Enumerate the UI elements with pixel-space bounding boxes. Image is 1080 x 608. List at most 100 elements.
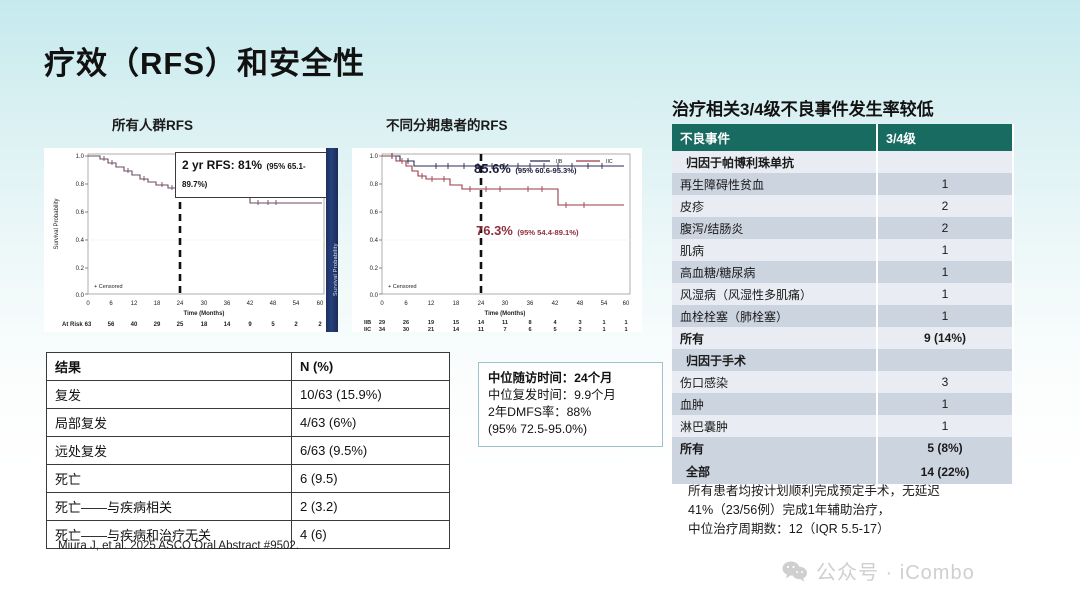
svg-text:24: 24 [478,301,485,307]
svg-text:1: 1 [624,327,627,332]
ae-row: 腹泻/结肠炎 2 [672,217,1014,239]
ae-value: 14 (22%) [877,459,1014,484]
svg-text:0.6: 0.6 [370,210,379,216]
svg-text:14: 14 [224,322,231,328]
svg-text:60: 60 [623,301,630,307]
table-header-row: 结果 N (%) [46,352,450,381]
callout-label-median-followup: 中位随访时间： [488,371,575,385]
ae-grand-total-row: 全部 14 (22%) [672,459,1014,484]
svg-text:30: 30 [201,301,208,307]
svg-text:12: 12 [131,301,138,307]
km-iib-value: 85.6% [474,161,511,176]
svg-text:30: 30 [502,301,509,307]
ae-label: 血肿 [672,393,878,415]
svg-text:5: 5 [553,327,556,332]
ae-value: 3 [877,371,1014,393]
svg-text:0.2: 0.2 [370,266,379,272]
svg-text:54: 54 [293,301,300,307]
ae-label: 全部 [672,459,878,484]
svg-text:2: 2 [294,322,298,328]
wechat-icon [782,561,807,581]
svg-text:1: 1 [624,320,627,326]
svg-text:5: 5 [271,322,275,328]
svg-text:26: 26 [403,320,409,326]
ae-value: 2 [877,217,1014,239]
ae-row: 淋巴囊肿 1 [672,415,1014,437]
svg-text:0.8: 0.8 [76,182,85,188]
brand-text: 公众号 · iCombo [816,562,975,584]
results-label: 局部复发 [46,408,292,437]
svg-text:24: 24 [177,301,184,307]
ae-value: 1 [877,173,1014,195]
table-row: 远处复发 6/63 (9.5%) [46,436,450,465]
ae-label: 高血糖/糖尿病 [672,261,878,283]
ae-row: 肌病 1 [672,239,1014,261]
svg-text:1.0: 1.0 [76,154,85,160]
svg-text:9: 9 [248,322,252,328]
page-title: 疗效（RFS）和安全性 [44,46,365,81]
svg-text:56: 56 [108,322,115,328]
ae-label: 肌病 [672,239,878,261]
km-annotation-box-left: 2 yr RFS: 81% (95% 65.1-89.7%) [175,152,336,198]
navy-side-band: Survival Probability [326,148,339,332]
table-row: 复发 10/63 (15.9%) [46,380,450,409]
svg-text:IIC: IIC [606,159,613,165]
ae-value: 1 [877,393,1014,415]
svg-text:60: 60 [317,301,324,307]
svg-text:14: 14 [453,327,460,332]
svg-text:1.0: 1.0 [370,154,379,160]
km-annotation-iib: 85.6% (95% 60.6-95.3%) [474,160,577,178]
ae-header-event: 不良事件 [672,124,878,151]
ae-value [877,349,1014,371]
callout-line-3: 2年DMFS率：88% [488,404,592,419]
svg-text:0.8: 0.8 [370,182,379,188]
ae-note-line-2: 41%（23/56例）完成1年辅助治疗， [688,502,891,517]
svg-text:1: 1 [602,327,605,332]
ae-label: 归因于手术 [672,349,878,371]
svg-text:6: 6 [404,301,408,307]
svg-text:Survival Probability: Survival Probability [54,198,60,249]
svg-text:6: 6 [109,301,113,307]
svg-text:0.2: 0.2 [76,266,85,272]
results-label: 远处复发 [46,436,292,465]
ae-label: 归因于帕博利珠单抗 [672,151,878,173]
svg-text:15: 15 [453,320,459,326]
svg-text:0.6: 0.6 [76,210,85,216]
svg-text:0.0: 0.0 [76,293,85,299]
svg-text:IIB: IIB [556,159,563,165]
svg-text:29: 29 [379,320,385,326]
table-row: 死亡 6 (9.5) [46,464,450,493]
ae-value: 2 [877,195,1014,217]
svg-text:0.4: 0.4 [76,238,85,244]
callout-line-2: 中位复发时间：9.9个月 [488,387,616,402]
ae-label: 再生障碍性贫血 [672,173,878,195]
chart-caption-left: 所有人群RFS [112,118,193,133]
svg-text:3: 3 [578,320,581,326]
svg-text:18: 18 [154,301,161,307]
km-rfs-value: 2 yr RFS: 81% [182,158,263,172]
results-header-outcome: 结果 [46,352,292,381]
svg-text:At Risk: At Risk [62,322,83,328]
svg-text:1: 1 [602,320,605,326]
ae-label: 所有 [672,437,878,459]
svg-text:4: 4 [553,320,557,326]
svg-text:+ Censored: + Censored [388,284,417,290]
svg-text:14: 14 [478,320,485,326]
km-annotation-iic: 76.3% (95% 54.4-89.1%) [476,222,579,240]
results-value: 4/63 (6%) [291,408,450,437]
km-iic-ci: (95% 54.4-89.1%) [517,228,579,237]
ae-section-row: 归因于手术 [672,349,1014,371]
ae-value: 1 [877,239,1014,261]
results-value: 4 (6) [291,520,450,549]
svg-text:30: 30 [403,327,409,332]
ae-row: 皮疹 2 [672,195,1014,217]
svg-text:25: 25 [177,322,184,328]
svg-text:42: 42 [247,301,254,307]
svg-text:12: 12 [428,301,435,307]
table-row: 死亡——与疾病相关 2 (3.2) [46,492,450,521]
table-row: 局部复发 4/63 (6%) [46,408,450,437]
svg-text:IIB: IIB [364,320,371,326]
svg-text:18: 18 [201,322,208,328]
km-rfs-ci: (95% 65.1-89.7%) [182,162,306,190]
